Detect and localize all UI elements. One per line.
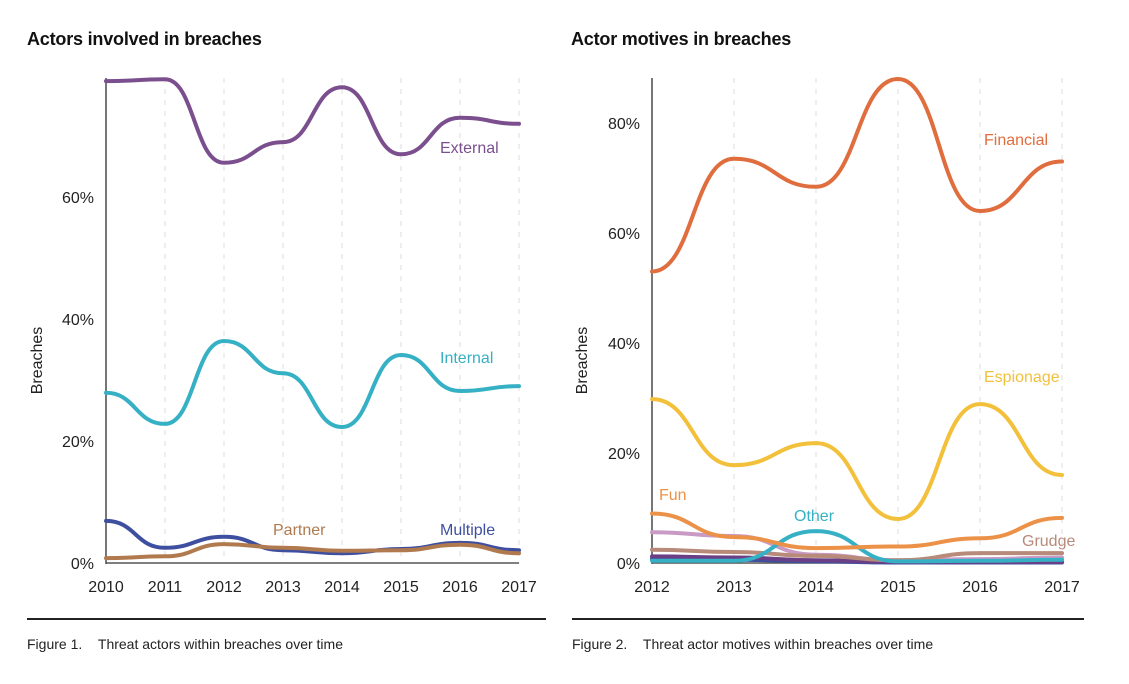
chart-1-group: 0% 20% 40% 60% 2010 2011 2012 2013 2014 2015 2016 2… bbox=[29, 77, 537, 596]
chart-2-caption: Figure 2. Threat actor motives within br… bbox=[572, 636, 933, 652]
chart-2-series-label-espionage: Espionage bbox=[984, 369, 1060, 386]
chart-1-series-label-external: External bbox=[440, 140, 499, 157]
chart-2-x-tick-label: 2015 bbox=[880, 579, 916, 596]
chart-2-group: 0% 20% 40% 60% 80% 2012 2013 2014 2015 2016 2017 Br… bbox=[574, 77, 1080, 596]
chart-1-x-tick-label: 2012 bbox=[206, 579, 242, 596]
chart-2-y-tick-label: 60% bbox=[608, 226, 640, 243]
chart-2-x-tick-label: 2017 bbox=[1044, 579, 1080, 596]
chart-1-series-internal-line bbox=[104, 339, 521, 429]
chart-1-y-tick-label: 60% bbox=[62, 190, 94, 207]
chart-1-x-tick-label: 2010 bbox=[88, 579, 124, 596]
chart-1-y-tick-label: 20% bbox=[62, 434, 94, 451]
chart-1-divider bbox=[27, 618, 546, 620]
chart-1-x-tick-label: 2016 bbox=[442, 579, 478, 596]
chart-1-x-tick-label: 2015 bbox=[383, 579, 419, 596]
chart-1-series-label-multiple: Multiple bbox=[440, 522, 495, 539]
chart-2-y-tick-label: 20% bbox=[608, 446, 640, 463]
chart-1-x-tick-label: 2017 bbox=[501, 579, 537, 596]
chart-1-y-tick-label: 40% bbox=[62, 312, 94, 329]
chart-2-series-label-fun: Fun bbox=[659, 487, 687, 504]
chart-2-y-tick-label: 80% bbox=[608, 116, 640, 133]
chart-2-y-axis-label: Breaches bbox=[574, 327, 591, 395]
chart-2-caption-text: Threat actor motives within breaches ove… bbox=[642, 636, 934, 652]
chart-1-series-label-internal: Internal bbox=[440, 350, 493, 367]
chart-1-caption-text: Threat actors within breaches over time bbox=[97, 636, 343, 652]
chart-2-x-tick-label: 2012 bbox=[634, 579, 670, 596]
chart-1-x-tick-label: 2014 bbox=[324, 579, 360, 596]
chart-1-title: Actors involved in breaches bbox=[27, 29, 262, 49]
chart-2-series-fun-line bbox=[650, 511, 1064, 551]
chart-2-y-tick-label: 0% bbox=[617, 556, 640, 573]
chart-1-x-tick-label: 2011 bbox=[148, 579, 183, 596]
chart-1-x-tick-label: 2013 bbox=[265, 579, 301, 596]
chart-2-series-grudge-line bbox=[650, 547, 1064, 563]
chart-2-series-financial-line bbox=[650, 77, 1064, 274]
chart-1-series-partner-line bbox=[104, 542, 521, 561]
chart-1-y-tick-label: 0% bbox=[71, 556, 94, 573]
chart-2-y-tick-label: 40% bbox=[608, 336, 640, 353]
chart-2-caption-number: Figure 2. bbox=[572, 636, 628, 652]
chart-1-y-axis-label: Breaches bbox=[29, 327, 46, 395]
chart-2-x-tick-label: 2016 bbox=[962, 579, 998, 596]
chart-2-series-label-grudge: Grudge bbox=[1022, 533, 1075, 550]
chart-2-series-label-financial: Financial bbox=[984, 132, 1048, 149]
chart-1-series-external-line bbox=[104, 77, 521, 165]
chart-2-title: Actor motives in breaches bbox=[571, 29, 792, 49]
chart-2-divider bbox=[572, 618, 1084, 620]
chart-2-series-espionage-line bbox=[650, 397, 1064, 521]
chart-1-series-label-partner: Partner bbox=[273, 522, 326, 539]
chart-2-series-label-other: Other bbox=[794, 508, 835, 525]
chart-2-x-tick-label: 2014 bbox=[798, 579, 834, 596]
chart-2-x-tick-label: 2013 bbox=[716, 579, 752, 596]
chart-1-caption-number: Figure 1. bbox=[27, 636, 83, 652]
chart-2-series-other-line bbox=[650, 529, 1064, 564]
chart-1-caption: Figure 1. Threat actors within breaches … bbox=[27, 636, 343, 652]
